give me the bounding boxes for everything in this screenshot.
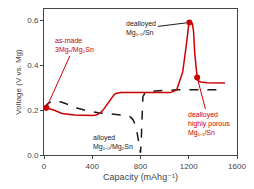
svg-text:0.4: 0.4: [27, 61, 39, 70]
svg-text:0: 0: [42, 162, 47, 171]
svg-text:800: 800: [134, 162, 148, 171]
svg-text:0.2: 0.2: [27, 106, 39, 115]
svg-text:Voltage (V vs. Mg): Voltage (V vs. Mg): [14, 49, 23, 115]
svg-text:Capacity (mAhg⁻¹): Capacity (mAhg⁻¹): [103, 172, 178, 182]
svg-text:1600: 1600: [228, 162, 246, 171]
svg-text:1200: 1200: [180, 162, 198, 171]
svg-text:dealloyedhighly porousMg₁.₁/Sn: dealloyedhighly porousMg₁.₁/Sn: [188, 111, 230, 137]
svg-text:as-made3Mgₓ/Mg₂Sn: as-made3Mgₓ/Mg₂Sn: [55, 37, 94, 54]
svg-text:400: 400: [86, 162, 100, 171]
svg-text:0.6: 0.6: [27, 16, 39, 25]
svg-text:dealloyedMg₁.₀/Sn: dealloyedMg₁.₀/Sn: [126, 20, 156, 37]
svg-text:0.0: 0.0: [27, 151, 39, 160]
svg-text:alloyedMg₁.₀/Mg₂Sn: alloyedMg₁.₀/Mg₂Sn: [93, 134, 133, 151]
